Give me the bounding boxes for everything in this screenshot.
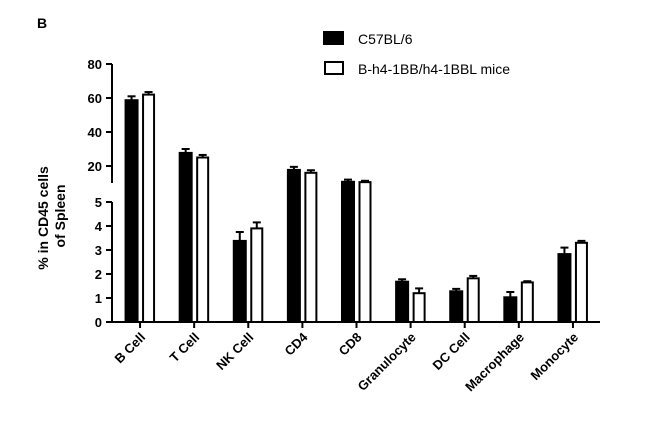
y-tick-label: 1 xyxy=(95,291,102,306)
bar-cd4-b-h4-1bb xyxy=(304,171,318,323)
y-tick-label: 3 xyxy=(95,243,102,258)
legend-label-c57bl6: C57BL/6 xyxy=(358,31,413,47)
bar-dc-cell-c57bl6 xyxy=(449,290,464,323)
y-tick-label: 40 xyxy=(88,125,102,140)
y-tick-label: 60 xyxy=(88,91,102,106)
y-tick-label: 80 xyxy=(88,57,102,72)
bar-nk-cell-b-h4-1bb xyxy=(250,227,264,323)
y-tick-label: 5 xyxy=(95,195,102,210)
bar-cd8-b-h4-1bb xyxy=(358,181,372,323)
bar-granulocyte-b-h4-1bb xyxy=(412,292,426,324)
category-label-monocyte: Monocyte xyxy=(528,330,582,384)
bar-macrophage-b-h4-1bb xyxy=(520,281,534,323)
category-label-t-cell: T Cell xyxy=(167,330,203,366)
bar-monocyte-b-h4-1bb xyxy=(574,241,588,323)
panel-label: B xyxy=(37,15,47,31)
y-axis-label-line-2: of Spleen xyxy=(52,184,68,247)
bar-nk-cell-c57bl6 xyxy=(232,239,247,323)
legend-swatch-c57bl6 xyxy=(323,31,344,45)
bar-granulocyte-c57bl6 xyxy=(395,280,410,323)
category-label-cd4: CD4 xyxy=(282,329,312,359)
bar-t-cell-b-h4-1bb xyxy=(196,156,210,323)
bars xyxy=(124,93,588,324)
error-bars xyxy=(127,91,586,297)
bar-cd8-c57bl6 xyxy=(341,180,355,323)
bar-macrophage-c57bl6 xyxy=(503,296,518,323)
y-tick-label: 2 xyxy=(95,267,102,282)
legend-label-b-h4-1bb: B-h4-1BB/h4-1BBL mice xyxy=(358,61,510,77)
category-label-cd8: CD8 xyxy=(336,330,365,359)
bar-dc-cell-b-h4-1bb xyxy=(466,277,480,324)
bar-b-cell-c57bl6 xyxy=(124,99,139,323)
category-label-dc-cell: DC Cell xyxy=(430,330,473,373)
y-tick-label: 4 xyxy=(95,219,103,234)
y-tick-label: 20 xyxy=(88,159,102,174)
bar-b-cell-b-h4-1bb xyxy=(142,93,156,323)
bar-t-cell-c57bl6 xyxy=(178,151,193,323)
category-label-granulocyte: Granulocyte xyxy=(354,330,418,394)
y-axis-label-line-1: % in CD45 cells xyxy=(35,166,51,270)
bar-cd4-c57bl6 xyxy=(286,168,301,323)
y-tick-label: 0 xyxy=(95,315,102,330)
y-axis-label: % in CD45 cells of Spleen xyxy=(35,162,68,269)
category-label-nk-cell: NK Cell xyxy=(213,330,256,373)
category-label-b-cell: B Cell xyxy=(112,330,149,367)
bar-monocyte-c57bl6 xyxy=(557,253,572,323)
legend: C57BL/6 B-h4-1BB/h4-1BBL mice xyxy=(323,31,510,77)
legend-swatch-b-h4-1bb xyxy=(324,61,344,75)
